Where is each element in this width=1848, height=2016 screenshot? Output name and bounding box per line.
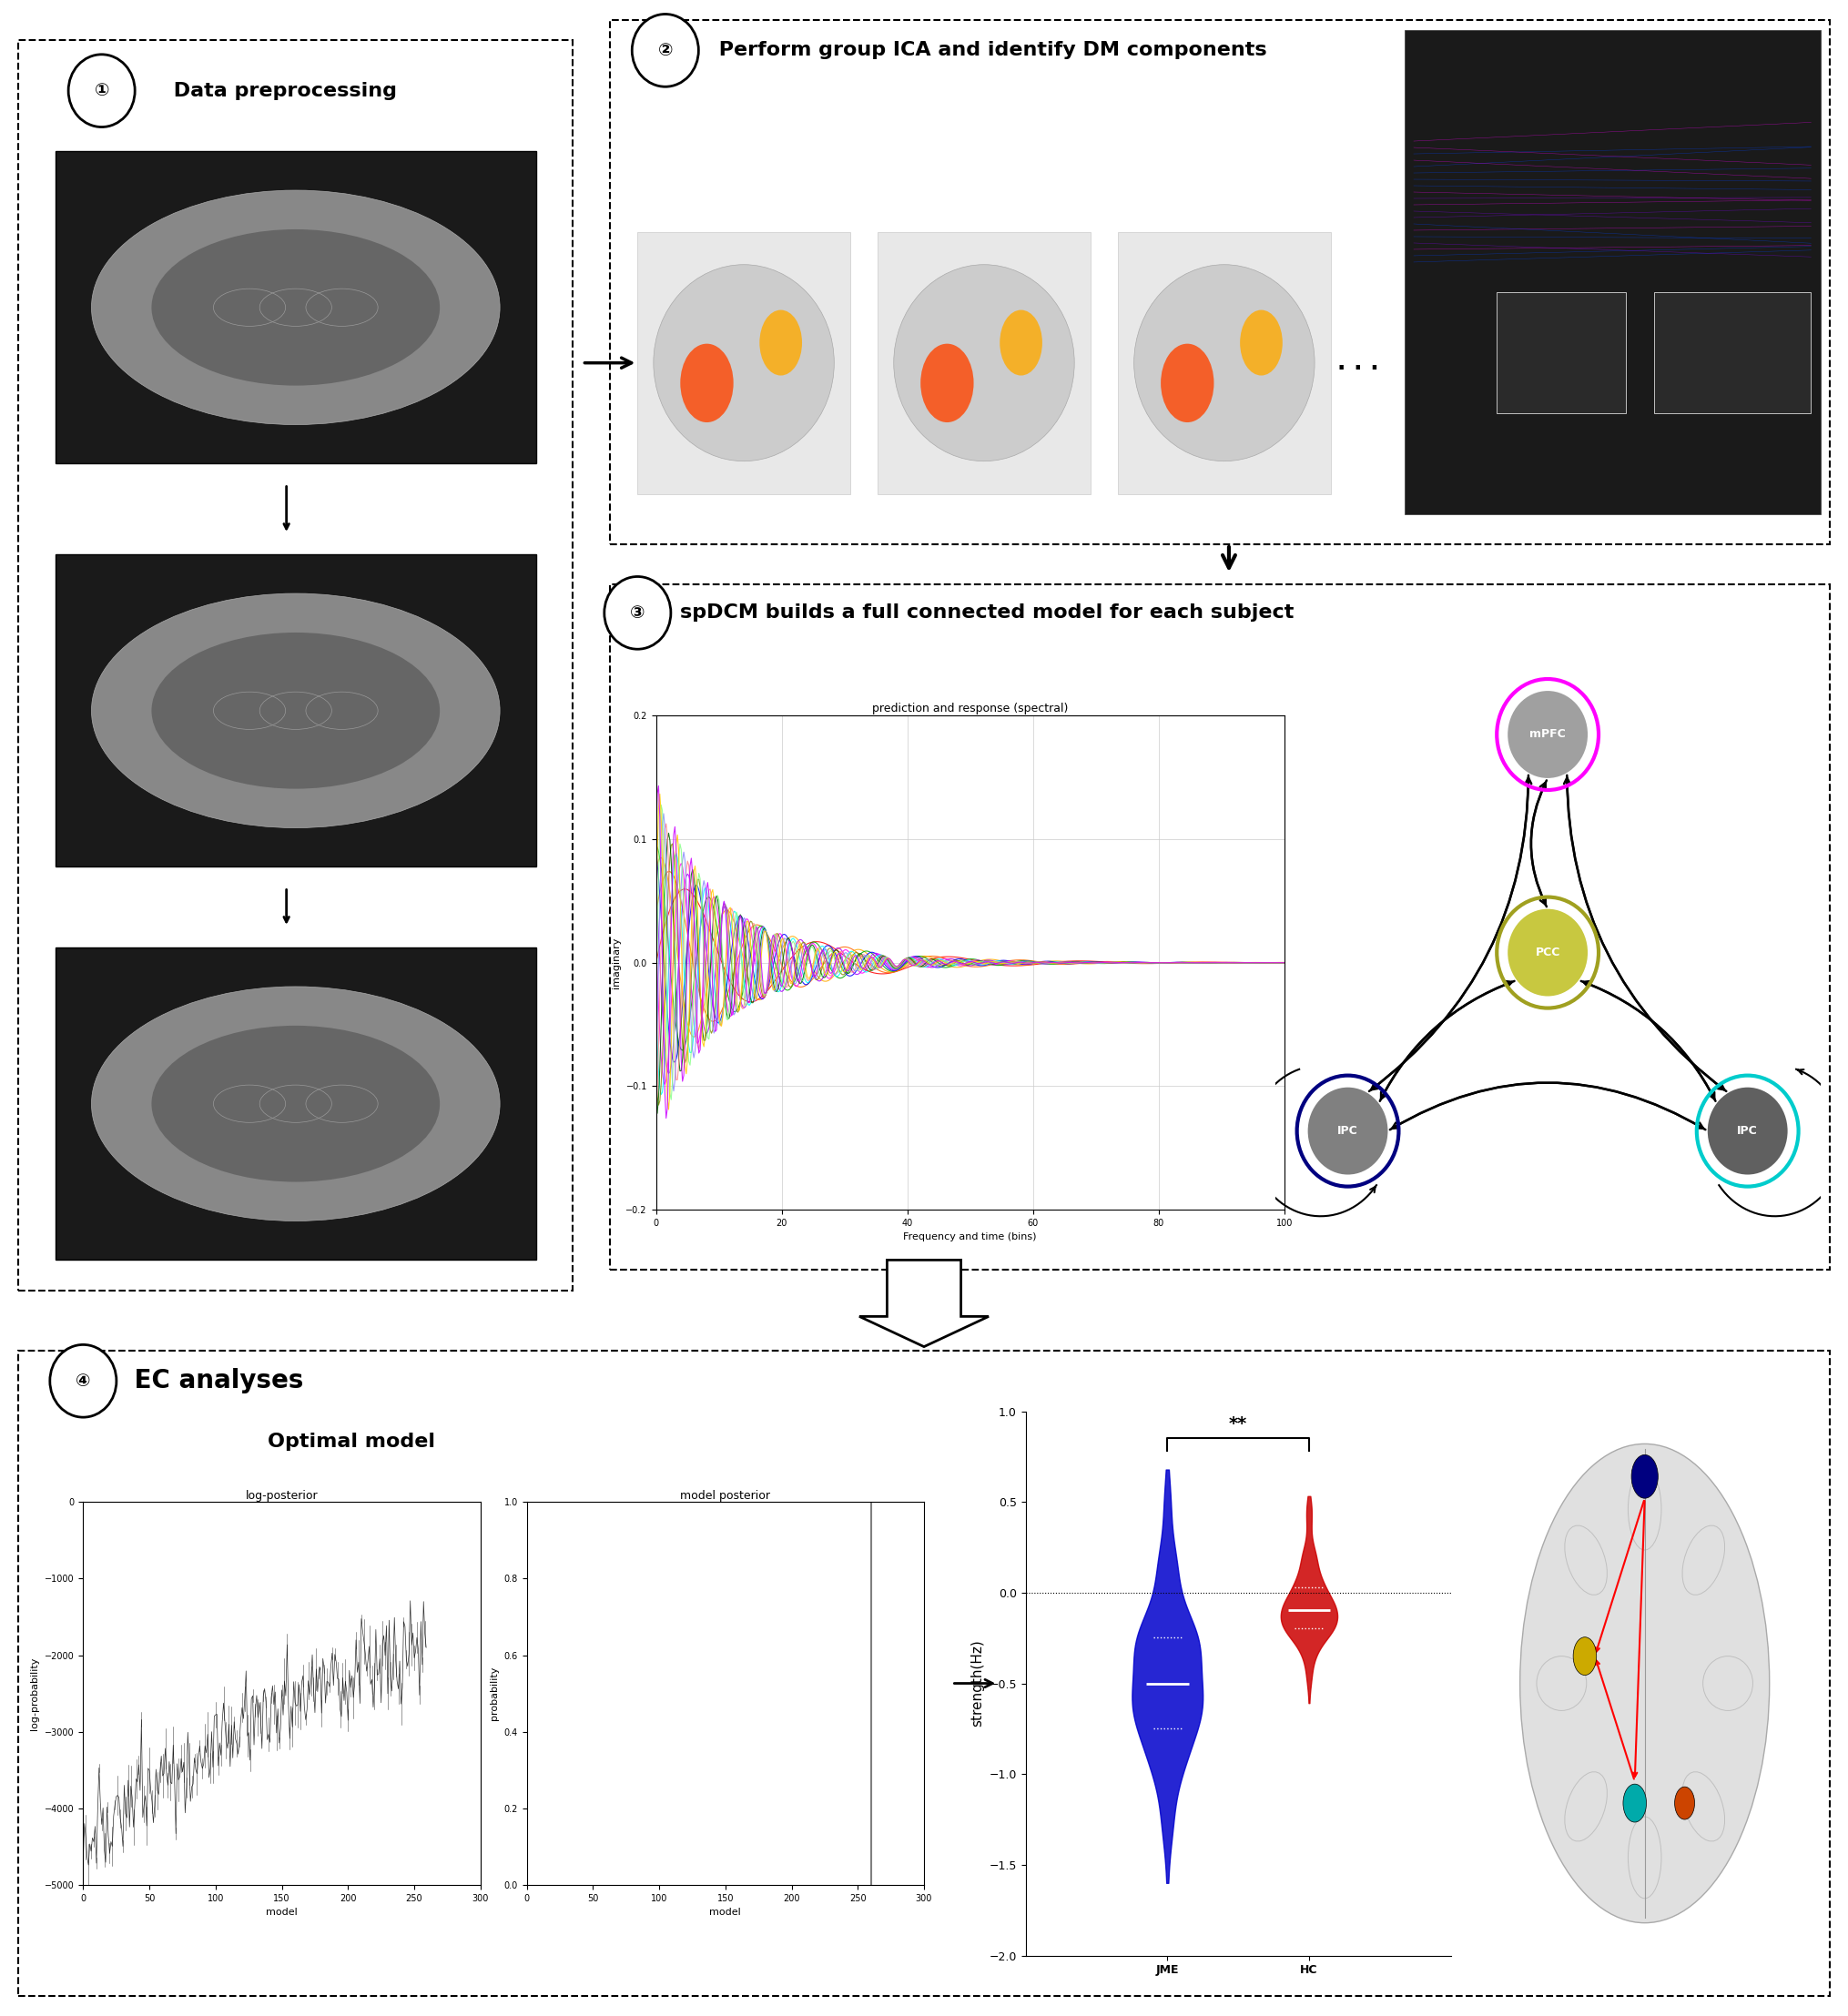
Text: ③: ③ [630,605,645,621]
Text: ④: ④ [76,1373,91,1389]
Ellipse shape [894,264,1074,462]
FancyBboxPatch shape [638,232,850,494]
Text: spDCM builds a full connected model for each subject: spDCM builds a full connected model for … [680,603,1294,623]
Ellipse shape [760,310,802,375]
Title: prediction and response (spectral): prediction and response (spectral) [872,704,1068,714]
Text: Optimal model: Optimal model [268,1431,434,1452]
FancyBboxPatch shape [55,554,536,867]
Circle shape [632,14,699,87]
FancyBboxPatch shape [878,232,1090,494]
Ellipse shape [92,593,499,829]
FancyBboxPatch shape [1654,292,1811,413]
Ellipse shape [1135,264,1314,462]
Y-axis label: imaginary: imaginary [612,937,621,988]
Y-axis label: strength(Hz): strength(Hz) [970,1639,983,1728]
X-axis label: Frequency and time (bins): Frequency and time (bins) [904,1232,1037,1242]
Ellipse shape [1161,343,1214,423]
Circle shape [604,577,671,649]
Circle shape [50,1345,116,1417]
Circle shape [1573,1637,1597,1675]
FancyArrow shape [859,1260,989,1347]
Ellipse shape [680,343,734,423]
Text: Perform group ICA and identify DM components: Perform group ICA and identify DM compon… [711,40,1266,60]
Ellipse shape [92,986,499,1222]
Ellipse shape [152,230,440,385]
Ellipse shape [1000,310,1042,375]
Circle shape [1708,1087,1787,1175]
Title: model posterior: model posterior [680,1490,771,1502]
Y-axis label: probability: probability [490,1667,499,1720]
Text: . . .: . . . [1338,353,1379,373]
Title: log-posterior: log-posterior [246,1490,318,1502]
Circle shape [1508,909,1587,996]
Y-axis label: log-probability: log-probability [30,1657,39,1730]
Text: ①: ① [94,83,109,99]
Text: EC analyses: EC analyses [126,1369,303,1393]
FancyBboxPatch shape [55,151,536,464]
Text: ②: ② [658,42,673,58]
Circle shape [1308,1087,1388,1175]
Circle shape [68,54,135,127]
Ellipse shape [920,343,974,423]
FancyBboxPatch shape [1118,232,1331,494]
Text: mPFC: mPFC [1530,728,1565,740]
Ellipse shape [1240,310,1283,375]
Text: . . .: . . . [261,732,312,760]
Text: IPC: IPC [1737,1125,1757,1137]
FancyBboxPatch shape [55,948,536,1260]
FancyBboxPatch shape [1497,292,1626,413]
Ellipse shape [152,633,440,788]
Text: Data preprocessing: Data preprocessing [166,81,397,101]
Circle shape [1508,691,1587,778]
Circle shape [1632,1456,1658,1498]
Circle shape [1623,1784,1647,1822]
Text: **: ** [1229,1415,1247,1433]
Circle shape [1674,1786,1695,1818]
FancyBboxPatch shape [1404,30,1820,514]
Ellipse shape [1519,1443,1769,1923]
Ellipse shape [92,190,499,425]
X-axis label: model: model [266,1907,298,1917]
Ellipse shape [654,264,833,462]
X-axis label: model: model [710,1907,741,1917]
Text: IPC: IPC [1338,1125,1358,1137]
Text: Statistical analysis: Statistical analysis [1116,1431,1360,1452]
Text: PCC: PCC [1536,948,1560,958]
Ellipse shape [152,1026,440,1181]
